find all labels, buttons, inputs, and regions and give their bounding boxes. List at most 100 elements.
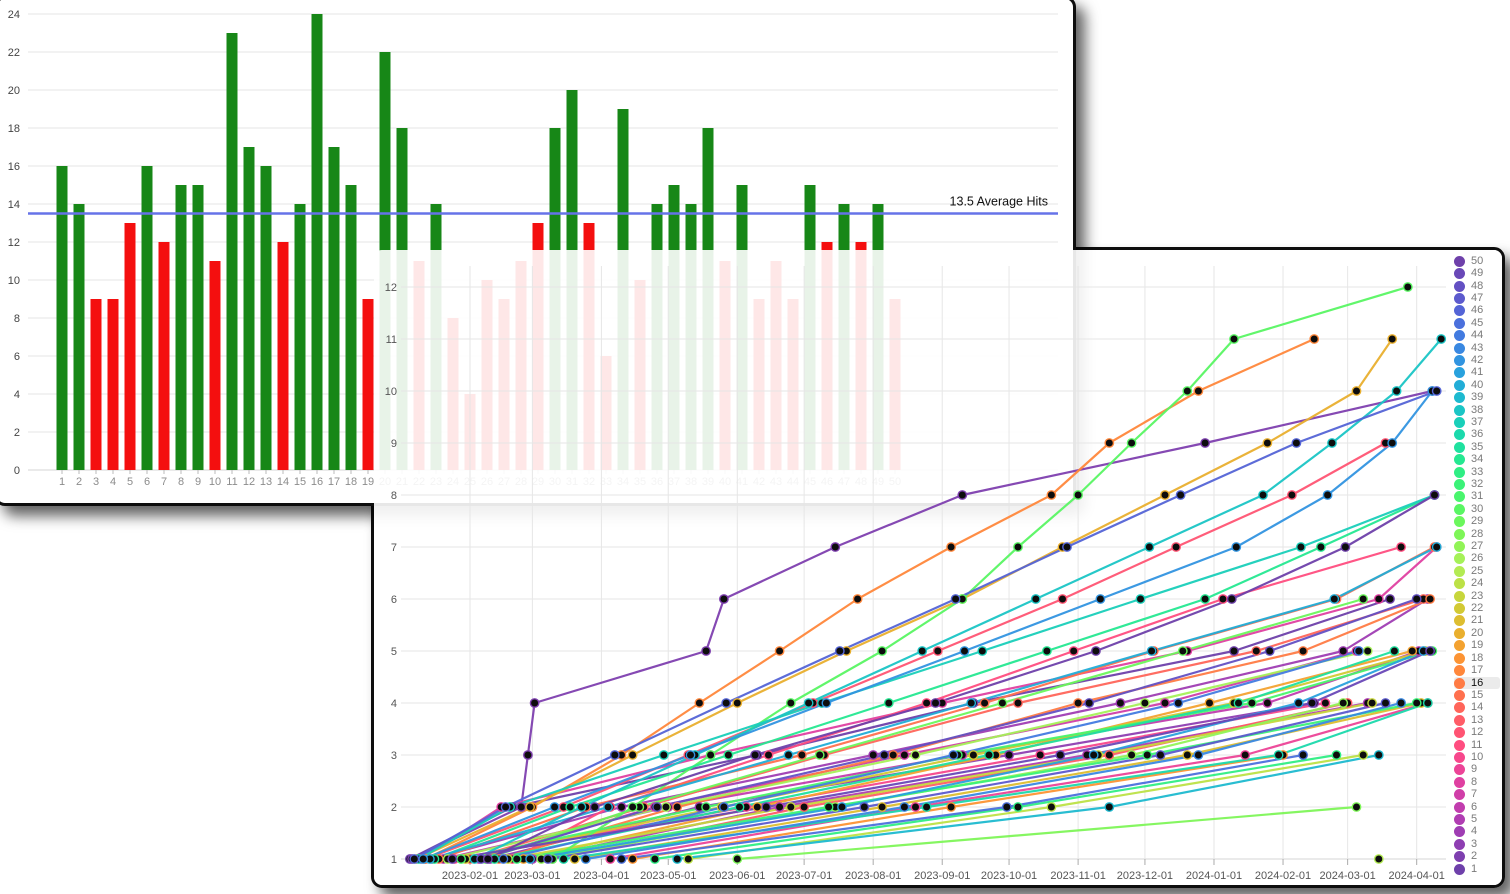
series-point-24[interactable] (1358, 750, 1369, 760)
series-point-34[interactable] (565, 802, 576, 812)
legend-item-33[interactable]: 33 (1454, 466, 1500, 478)
legend-item-31[interactable]: 31 (1454, 491, 1500, 503)
bar-11[interactable] (226, 33, 238, 470)
series-point-42[interactable] (1387, 438, 1398, 448)
series-point-40[interactable] (1146, 646, 1157, 656)
legend-item-47[interactable]: 47 (1454, 292, 1500, 304)
series-line-4[interactable] (431, 598, 1429, 861)
series-point-20[interactable] (525, 802, 536, 812)
series-point-40[interactable] (1329, 594, 1340, 604)
series-point-9[interactable] (605, 854, 616, 864)
series-point-43[interactable] (899, 802, 910, 812)
series-point-37[interactable] (977, 646, 988, 656)
series-point-12[interactable] (1287, 490, 1297, 500)
series-point-1[interactable] (1229, 646, 1239, 656)
series-point-34[interactable] (1316, 542, 1326, 552)
legend-item-48[interactable]: 48 (1454, 280, 1500, 292)
series-point-50[interactable] (750, 750, 760, 760)
legend-item-6[interactable]: 6 (1454, 801, 1500, 813)
series-point-2[interactable] (830, 542, 841, 552)
legend-item-25[interactable]: 25 (1454, 565, 1500, 577)
series-point-20[interactable] (732, 698, 743, 708)
series-point-3[interactable] (1004, 750, 1014, 760)
series-point-15[interactable] (979, 698, 990, 708)
series-point-42[interactable] (1231, 542, 1242, 552)
series-point-37[interactable] (1135, 594, 1146, 604)
series-point-10[interactable] (1035, 750, 1046, 760)
series-point-28[interactable] (732, 854, 743, 864)
legend-item-17[interactable]: 17 (1454, 664, 1500, 677)
series-point-35[interactable] (984, 750, 994, 760)
series-point-17[interactable] (694, 698, 705, 708)
series-point-33[interactable] (1331, 750, 1342, 760)
series-point-11[interactable] (763, 750, 774, 760)
legend-item-42[interactable]: 42 (1454, 354, 1500, 366)
series-point-4[interactable] (616, 802, 627, 812)
series-point-44[interactable] (1173, 698, 1184, 708)
series-point-47[interactable] (1155, 750, 1166, 760)
legend-item-30[interactable]: 30 (1454, 503, 1500, 515)
series-point-17[interactable] (1309, 334, 1320, 344)
legend-item-35[interactable]: 35 (1454, 441, 1500, 453)
series-point-49[interactable] (447, 854, 458, 864)
legend-item-29[interactable]: 29 (1454, 516, 1500, 528)
bar-19[interactable] (362, 299, 374, 470)
legend-item-8[interactable]: 8 (1454, 776, 1500, 788)
series-point-30[interactable] (1182, 386, 1193, 396)
series-point-38[interactable] (1030, 594, 1041, 604)
series-point-27[interactable] (1126, 750, 1137, 760)
legend-item-28[interactable]: 28 (1454, 528, 1500, 540)
series-point-42[interactable] (821, 698, 832, 708)
bar-17[interactable] (328, 147, 340, 470)
series-line-37[interactable] (418, 493, 1435, 860)
bar-6[interactable] (141, 166, 153, 470)
series-point-19[interactable] (1407, 646, 1418, 656)
series-point-5[interactable] (774, 802, 785, 812)
series-point-12[interactable] (1171, 542, 1181, 552)
series-point-37[interactable] (1296, 542, 1306, 552)
bar-16[interactable] (311, 14, 323, 470)
series-line-47[interactable] (547, 701, 1386, 861)
series-point-44[interactable] (948, 750, 959, 760)
bar-18[interactable] (345, 185, 357, 470)
legend-item-14[interactable]: 14 (1454, 702, 1500, 714)
series-point-39[interactable] (672, 854, 683, 864)
legend-item-19[interactable]: 19 (1454, 640, 1500, 652)
series-point-28[interactable] (1351, 802, 1362, 812)
series-point-32[interactable] (823, 802, 834, 812)
series-point-20[interactable] (1160, 490, 1170, 500)
series-point-29[interactable] (997, 698, 1008, 708)
series-point-34[interactable] (1042, 646, 1052, 656)
series-line-34[interactable] (434, 493, 1435, 861)
legend-item-5[interactable]: 5 (1454, 813, 1500, 825)
series-point-26[interactable] (910, 750, 921, 760)
series-point-20[interactable] (1387, 334, 1398, 344)
series-point-29[interactable] (1177, 646, 1188, 656)
series-point-17[interactable] (1104, 438, 1115, 448)
series-point-48[interactable] (1264, 646, 1275, 656)
series-point-17[interactable] (1046, 490, 1057, 500)
series-point-42[interactable] (685, 750, 696, 760)
series-line-2[interactable] (411, 389, 1433, 860)
series-point-40[interactable] (783, 750, 794, 760)
legend-item-2[interactable]: 2 (1454, 851, 1500, 863)
series-point-36[interactable] (558, 854, 569, 864)
series-point-20[interactable] (1351, 386, 1362, 396)
bar-8[interactable] (175, 185, 187, 470)
legend-item-3[interactable]: 3 (1454, 838, 1500, 850)
series-point-44[interactable] (1353, 646, 1364, 656)
series-point-25[interactable] (1373, 854, 1384, 864)
series-point-38[interactable] (1327, 438, 1337, 448)
series-point-46[interactable] (500, 802, 511, 812)
series-point-42[interactable] (1095, 594, 1106, 604)
legend-item-24[interactable]: 24 (1454, 578, 1500, 590)
series-point-17[interactable] (852, 594, 863, 604)
series-point-23[interactable] (785, 802, 796, 812)
series-point-26[interactable] (661, 802, 671, 812)
series-point-12[interactable] (1057, 594, 1068, 604)
series-point-42[interactable] (1322, 490, 1333, 500)
series-point-15[interactable] (796, 750, 807, 760)
series-point-38[interactable] (1391, 386, 1402, 396)
series-line-9[interactable] (610, 701, 1429, 861)
